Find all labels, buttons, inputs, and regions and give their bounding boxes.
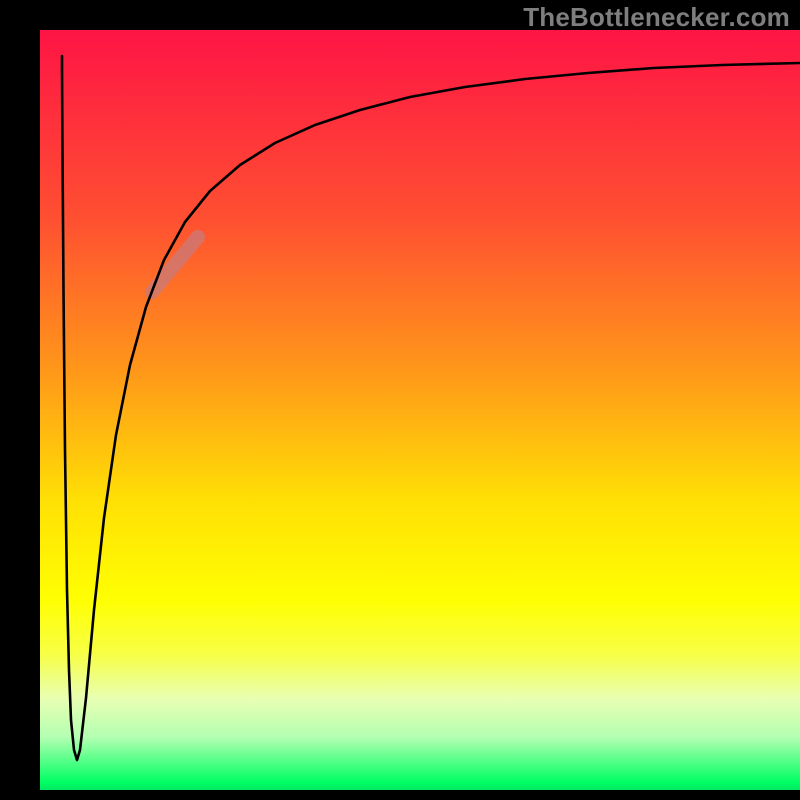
chart-container: TheBottlenecker.com	[0, 0, 800, 800]
bottleneck-curve-chart	[0, 0, 800, 800]
plot-background	[40, 30, 800, 790]
